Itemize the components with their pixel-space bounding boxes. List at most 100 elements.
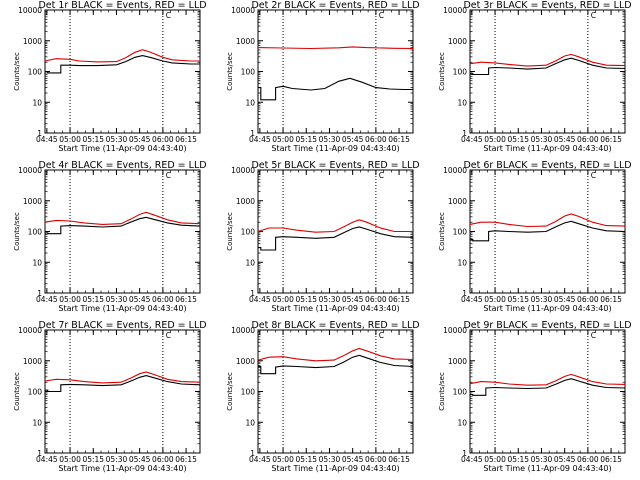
- y-tick-label: 10000: [231, 166, 255, 175]
- lld-series-line: [257, 46, 414, 50]
- x-tick-label: 04:45: [249, 135, 271, 144]
- x-tick-label: 06:15: [388, 295, 410, 304]
- x-tick-label: 06:15: [175, 135, 197, 144]
- detector-panel-3: Det 3r BLACK = Events, RED = LLD 1 10 100 10…: [438, 0, 632, 153]
- x-tick-label: 05:45: [129, 295, 151, 304]
- events-series-line: [45, 216, 201, 235]
- x-tick-label: 05:15: [507, 295, 529, 304]
- plot-frame: [469, 329, 626, 454]
- x-tick-label: 06:00: [577, 135, 599, 144]
- y-tick-label: 1000: [236, 197, 255, 206]
- y-tick-label: 100: [453, 68, 468, 77]
- y-tick-label: 1000: [448, 357, 467, 366]
- x-tick-label: 04:45: [36, 295, 58, 304]
- lld-series-line: [469, 53, 626, 67]
- y-tick-label: 10: [457, 258, 467, 267]
- y-tick-label: 10: [245, 258, 255, 267]
- lld-series-line: [469, 373, 626, 386]
- y-tick-label: 1: [250, 129, 255, 138]
- events-series-line: [470, 220, 626, 242]
- x-tick-label: 05:00: [484, 455, 506, 464]
- panel-title: Det 7r BLACK = Events, RED = LLD: [38, 320, 206, 331]
- y-tick-label: 1: [462, 289, 467, 298]
- interval-marker-label: C: [591, 171, 596, 180]
- plot-frame: [257, 169, 414, 294]
- y-tick-label: 100: [453, 228, 468, 237]
- x-tick-label: 05:30: [319, 295, 341, 304]
- x-tick-label: 04:45: [249, 455, 271, 464]
- x-tick-label: 05:15: [295, 135, 317, 144]
- x-tick-label: 05:45: [342, 295, 364, 304]
- interval-marker-label: C: [591, 11, 596, 20]
- y-tick-label: 10000: [18, 6, 42, 15]
- detector-panel-9: Det 9r BLACK = Events, RED = LLD 1 10 100 10…: [438, 320, 632, 473]
- events-series-line: [470, 57, 626, 76]
- y-tick-label: 10: [457, 418, 467, 427]
- interval-marker-label: C: [166, 11, 171, 20]
- y-tick-label: 10: [32, 98, 42, 107]
- events-series-line: [258, 226, 414, 251]
- y-tick-label: 10: [245, 418, 255, 427]
- y-axis-label: Counts/sec: [226, 372, 234, 411]
- y-tick-label: 10000: [443, 166, 467, 175]
- x-tick-label: 06:00: [152, 135, 174, 144]
- events-series-line: [45, 55, 200, 74]
- x-tick-label: 05:30: [106, 295, 128, 304]
- x-tick-label: 06:15: [388, 135, 410, 144]
- x-tick-label: 05:15: [507, 455, 529, 464]
- y-tick-label: 10000: [231, 326, 255, 335]
- plot-frame: [469, 9, 626, 134]
- x-axis-label: Start Time (11-Apr-09 04:43:40): [483, 144, 611, 153]
- x-tick-label: 05:00: [272, 135, 294, 144]
- y-tick-label: 100: [241, 388, 256, 397]
- x-axis-label: Start Time (11-Apr-09 04:43:40): [271, 304, 399, 313]
- x-tick-label: 05:00: [484, 295, 506, 304]
- x-tick-label: 06:00: [152, 295, 174, 304]
- x-tick-label: 06:15: [600, 135, 622, 144]
- y-axis-label: Counts/sec: [226, 52, 234, 91]
- plot-frame: [257, 329, 414, 454]
- x-tick-label: 05:45: [554, 455, 576, 464]
- detector-panel-8: Det 8r BLACK = Events, RED = LLD 1 10 100 10…: [226, 320, 420, 473]
- y-tick-label: 100: [28, 68, 43, 77]
- x-tick-label: 05:15: [82, 295, 104, 304]
- x-axis-label: Start Time (11-Apr-09 04:43:40): [271, 144, 399, 153]
- x-tick-label: 05:45: [129, 135, 151, 144]
- x-axis-label: Start Time (11-Apr-09 04:43:40): [58, 464, 186, 473]
- x-tick-label: 05:15: [295, 455, 317, 464]
- x-tick-label: 04:45: [249, 295, 271, 304]
- x-axis-label: Start Time (11-Apr-09 04:43:40): [271, 464, 399, 473]
- panel-title: Det 5r BLACK = Events, RED = LLD: [251, 160, 419, 171]
- y-tick-label: 100: [241, 68, 256, 77]
- y-axis-label: Counts/sec: [226, 212, 234, 251]
- x-tick-label: 06:00: [577, 455, 599, 464]
- x-tick-label: 05:45: [129, 455, 151, 464]
- y-tick-label: 1: [37, 289, 42, 298]
- x-tick-label: 04:45: [36, 455, 58, 464]
- y-tick-label: 1: [250, 289, 255, 298]
- lld-series-line: [257, 347, 414, 362]
- x-tick-label: 05:45: [554, 295, 576, 304]
- detector-panel-2: Det 2r BLACK = Events, RED = LLD 1 10 100 10…: [226, 0, 420, 153]
- interval-marker-label: C: [379, 331, 384, 340]
- y-tick-label: 1000: [23, 357, 42, 366]
- x-tick-label: 06:15: [175, 295, 197, 304]
- y-axis-label: Counts/sec: [13, 212, 21, 251]
- events-series-line: [470, 378, 626, 396]
- interval-marker-label: C: [591, 331, 596, 340]
- events-series-line: [258, 77, 413, 101]
- x-tick-label: 05:45: [342, 135, 364, 144]
- interval-marker-label: C: [379, 11, 384, 20]
- x-tick-label: 05:00: [59, 295, 81, 304]
- y-tick-label: 100: [241, 228, 256, 237]
- y-tick-label: 10000: [443, 6, 467, 15]
- y-tick-label: 1: [462, 449, 467, 458]
- y-tick-label: 10000: [18, 166, 42, 175]
- x-axis-label: Start Time (11-Apr-09 04:43:40): [58, 144, 186, 153]
- y-axis-label: Counts/sec: [438, 52, 446, 91]
- y-tick-label: 1: [462, 129, 467, 138]
- y-tick-label: 1: [250, 449, 255, 458]
- x-tick-label: 06:00: [577, 295, 599, 304]
- y-tick-label: 10: [32, 258, 42, 267]
